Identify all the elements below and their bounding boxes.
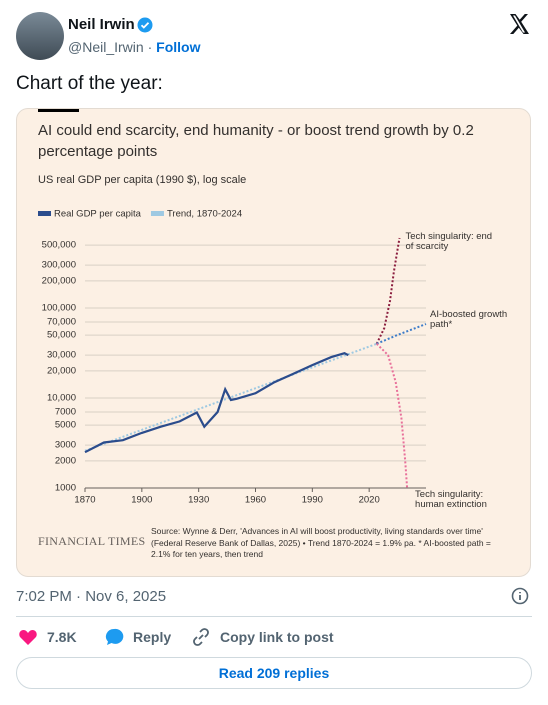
scenario-line <box>376 323 427 345</box>
y-tick-label: 200,000 <box>42 275 76 286</box>
y-tick-label: 1000 <box>55 483 76 494</box>
ft-bar <box>38 109 79 112</box>
tweet-text: Chart of the year: <box>16 73 163 94</box>
legend-swatch <box>38 211 51 216</box>
y-tick-label: 7000 <box>55 406 76 417</box>
x-tick-label: 1900 <box>131 495 152 506</box>
scenario-label: AI-boosted growth path* <box>430 308 508 330</box>
chart-subtitle: US real GDP per capita (1990 $), log sca… <box>38 174 247 186</box>
scenario-label: Tech singularity: end of scarcity <box>405 231 493 252</box>
follow-button[interactable]: Follow <box>156 39 201 55</box>
series-line <box>84 352 349 454</box>
brand: FINANCIAL TIMES <box>38 534 146 548</box>
y-tick-label: 10,000 <box>47 393 76 404</box>
y-tick-label: 500,000 <box>42 240 76 251</box>
reply-button[interactable]: Reply <box>133 629 172 645</box>
copy-link-button[interactable]: Copy link to post <box>220 629 334 645</box>
scenario-line <box>375 343 409 489</box>
y-tick-label: 5000 <box>55 420 76 431</box>
verified-badge <box>137 17 153 33</box>
divider <box>16 616 532 617</box>
chart-card[interactable]: AI could end scarcity, end humanity - or… <box>16 108 531 577</box>
y-tick-label: 50,000 <box>47 330 76 341</box>
like-icon[interactable] <box>18 628 38 646</box>
y-tick-label: 20,000 <box>47 365 76 376</box>
y-tick-label: 70,000 <box>47 316 76 327</box>
y-tick-label: 2000 <box>55 455 76 466</box>
y-tick-label: 30,000 <box>47 350 76 361</box>
x-tick-label: 1960 <box>245 495 266 506</box>
chart-title: AI could end scarcity, end humanity - or… <box>38 122 474 160</box>
y-tick-label: 3000 <box>55 440 76 451</box>
x-tick-label: 1990 <box>302 495 323 506</box>
avatar[interactable] <box>16 12 64 60</box>
legend-swatch <box>150 211 164 216</box>
y-tick-label: 300,000 <box>42 260 76 271</box>
x-tick-label: 1930 <box>188 495 209 506</box>
legend-label: Real GDP per capita <box>54 209 142 220</box>
legend-label: Trend, 1870-2024 <box>167 209 242 220</box>
x-logo[interactable] <box>507 12 531 36</box>
handle-row: @Neil_Irwin · Follow <box>68 39 201 55</box>
y-tick-label: 100,000 <box>42 303 76 314</box>
x-tick-label: 2020 <box>359 495 380 506</box>
author-name[interactable]: Neil Irwin <box>68 16 135 33</box>
scenario-label: Tech singularity: human extinction <box>415 489 487 510</box>
timestamp[interactable]: 7:02 PM · Nov 6, 2025 <box>16 588 167 605</box>
read-replies-button[interactable]: Read 209 replies <box>16 657 532 689</box>
link-icon[interactable] <box>191 627 211 647</box>
info-icon[interactable] <box>511 587 529 605</box>
source: Source: Wynne & Derr, 'Advances in AI wi… <box>151 526 491 559</box>
series-line <box>84 342 378 452</box>
like-count[interactable]: 7.8K <box>47 629 77 645</box>
x-tick-label: 1870 <box>74 495 95 506</box>
handle[interactable]: @Neil_Irwin <box>68 39 144 55</box>
reply-icon[interactable] <box>104 627 124 647</box>
chart: 1000 2000 3000 5000 7000 10,000 20,000 30,000 50… <box>38 209 427 506</box>
scenario-line <box>375 237 401 345</box>
